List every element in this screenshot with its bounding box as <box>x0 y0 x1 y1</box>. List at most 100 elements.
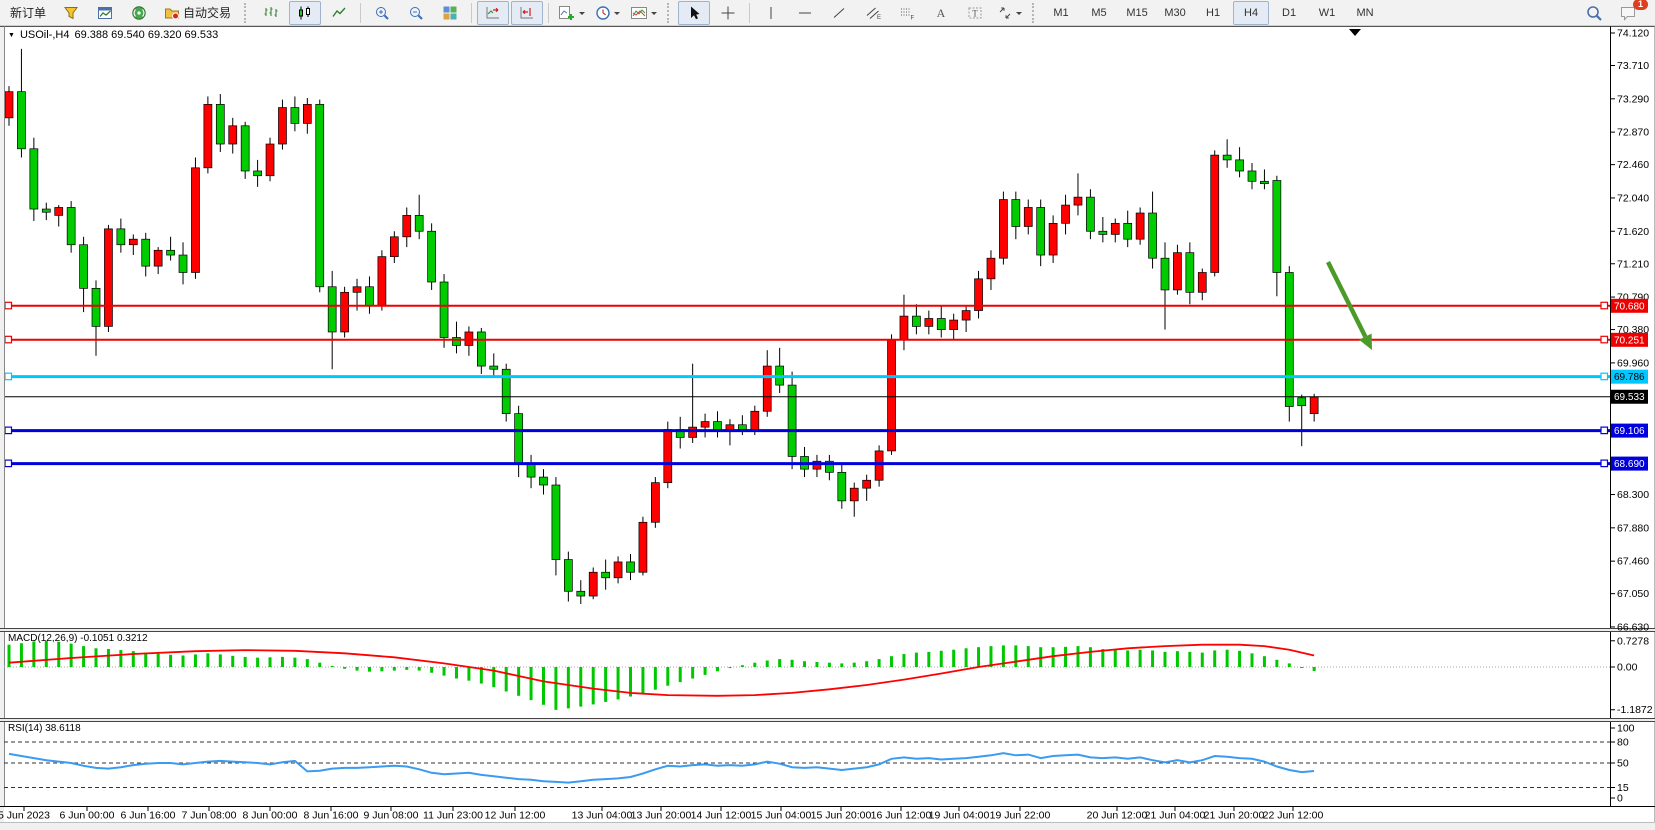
add-indicator-button[interactable] <box>554 1 589 25</box>
price-chart-canvas[interactable]: 74.120 73.710 73.290 72.870 72.460 72.040 71.6… <box>0 26 1655 822</box>
auto-scroll-button[interactable] <box>477 0 510 25</box>
macd-histogram-bar <box>454 667 458 679</box>
fibonacci-tool-button[interactable]: F <box>891 1 923 25</box>
auto-trading-button[interactable]: 自动交易 <box>157 1 238 25</box>
candlestick-chart-button[interactable] <box>289 0 322 25</box>
zoom-out-button[interactable] <box>400 1 432 25</box>
macd-histogram-bar <box>1287 663 1291 667</box>
candle-body <box>700 421 710 428</box>
timeframe-mn[interactable]: MN <box>1356 6 1374 19</box>
timeframe-m30[interactable]: M30 <box>1164 6 1186 19</box>
candle <box>1011 191 1021 240</box>
templates-button[interactable] <box>626 1 661 25</box>
macd-histogram-bar <box>517 667 521 696</box>
hline-right-handle[interactable] <box>1600 372 1609 381</box>
candle <box>825 454 834 481</box>
macd-histogram-bar <box>504 667 508 692</box>
macd-panel[interactable]: 0.7278 0.00 -1.1872 <box>4 635 1653 716</box>
candle <box>1148 191 1157 269</box>
timeframe-toolbar: M1 M5 M15 M30 H1 H4 D1 W1 MN <box>1042 0 1384 25</box>
templates-icon <box>631 6 648 19</box>
time-axis[interactable]: 5 Jun 2023 6 Jun 00:00 6 Jun 16:00 7 Jun 08… <box>0 806 1655 822</box>
trendline-tool-button[interactable] <box>823 1 855 25</box>
chart-window-button[interactable] <box>89 1 121 25</box>
hline-left-handle[interactable] <box>4 459 13 468</box>
timeframe-d1[interactable]: D1 <box>1282 6 1297 19</box>
tile-windows-icon <box>443 6 457 19</box>
chat-button[interactable]: 1 <box>1612 0 1648 25</box>
toolbar-grip[interactable] <box>667 2 672 23</box>
line-chart-button[interactable] <box>323 1 355 25</box>
candle-body <box>203 104 213 169</box>
periods-button[interactable] <box>591 1 624 25</box>
candle <box>613 556 623 584</box>
candle <box>1272 175 1282 297</box>
zoom-in-button[interactable] <box>366 1 398 25</box>
timeframe-w1[interactable]: W1 <box>1318 6 1336 19</box>
candle-body <box>104 228 113 327</box>
equidistant-channel-tool-button[interactable]: E <box>857 1 889 25</box>
candle <box>1297 394 1307 447</box>
candle <box>986 250 996 290</box>
timeframe-h4[interactable]: H4 <box>1233 0 1270 25</box>
time-axis-label: 9 Jun 08:00 <box>364 810 419 822</box>
horizontal-line-69.106[interactable] <box>4 426 1610 435</box>
new-order-button[interactable]: 新订单 <box>3 1 53 25</box>
candle-body <box>1309 396 1319 414</box>
hline-left-handle[interactable] <box>4 426 13 435</box>
cursor-tool-button[interactable] <box>678 0 711 25</box>
rsi-panel[interactable]: 100 80 50 150 <box>4 723 1635 805</box>
dropdown-caret[interactable] <box>614 11 621 18</box>
horizontal-line-tool-button[interactable] <box>789 1 821 25</box>
tile-windows-button[interactable] <box>434 1 466 25</box>
vertical-line-tool-button[interactable] <box>755 1 787 25</box>
signal-button[interactable] <box>123 1 155 25</box>
price-axis[interactable]: 74.120 73.710 73.290 72.870 72.460 72.040 71.6… <box>1610 28 1649 634</box>
hline-left-handle[interactable] <box>4 335 13 344</box>
macd-axis-label: 0.00 <box>1617 662 1638 674</box>
candle-body <box>1048 222 1058 256</box>
timeframe-m15[interactable]: M15 <box>1126 6 1148 19</box>
macd-histogram-bar <box>977 647 981 667</box>
timeframe-m1[interactable]: M1 <box>1053 6 1069 19</box>
chart-title[interactable]: ▼ USOil-,H4 69.388 69.540 69.320 69.533 <box>8 29 218 41</box>
toolbar-grip[interactable] <box>1032 2 1037 23</box>
chart-shift-button[interactable] <box>511 0 544 25</box>
current-bar-marker[interactable] <box>1349 29 1361 36</box>
dropdown-caret[interactable] <box>579 11 586 18</box>
hline-right-handle[interactable] <box>1600 426 1609 435</box>
hline-left-handle[interactable] <box>4 301 13 310</box>
candle-body <box>166 249 175 256</box>
hline-left-handle[interactable] <box>4 372 13 381</box>
candle <box>302 98 312 134</box>
chart-menu-triangle-icon[interactable]: ▼ <box>8 31 15 39</box>
hline-right-handle[interactable] <box>1600 459 1609 468</box>
arrow-head[interactable] <box>1359 333 1372 351</box>
arrow-shaft[interactable] <box>1325 260 1368 338</box>
horizontal-line-68.690[interactable] <box>4 459 1610 468</box>
panel-divider[interactable] <box>0 718 1655 722</box>
arrow-annotation[interactable] <box>1325 260 1372 351</box>
dropdown-caret[interactable] <box>651 11 658 18</box>
market-watch-button[interactable] <box>55 1 87 25</box>
timeframe-h1[interactable]: H1 <box>1206 6 1221 19</box>
text-tool-button[interactable]: A <box>925 1 957 25</box>
time-axis-label: 15 Jun 20:00 <box>811 810 872 822</box>
macd-histogram-bar <box>964 648 968 667</box>
text-label-tool-button[interactable]: T <box>959 1 991 25</box>
hline-right-handle[interactable] <box>1600 301 1609 310</box>
dropdown-caret[interactable] <box>1016 11 1023 18</box>
horizontal-line-70.251[interactable] <box>4 335 1610 344</box>
toolbar-grip[interactable] <box>244 2 249 23</box>
candle-body <box>1123 222 1133 240</box>
arrows-tool-button[interactable] <box>993 1 1026 25</box>
timeframe-m5[interactable]: M5 <box>1091 6 1107 19</box>
search-button[interactable] <box>1578 1 1610 25</box>
crosshair-tool-button[interactable] <box>712 1 744 25</box>
toolbar-separator <box>548 2 550 23</box>
panel-divider[interactable] <box>0 628 1655 632</box>
periods-clock-icon <box>596 5 610 20</box>
bar-chart-button[interactable] <box>255 1 287 25</box>
hline-right-handle[interactable] <box>1600 335 1609 344</box>
horizontal-line-69.786[interactable] <box>4 372 1610 381</box>
